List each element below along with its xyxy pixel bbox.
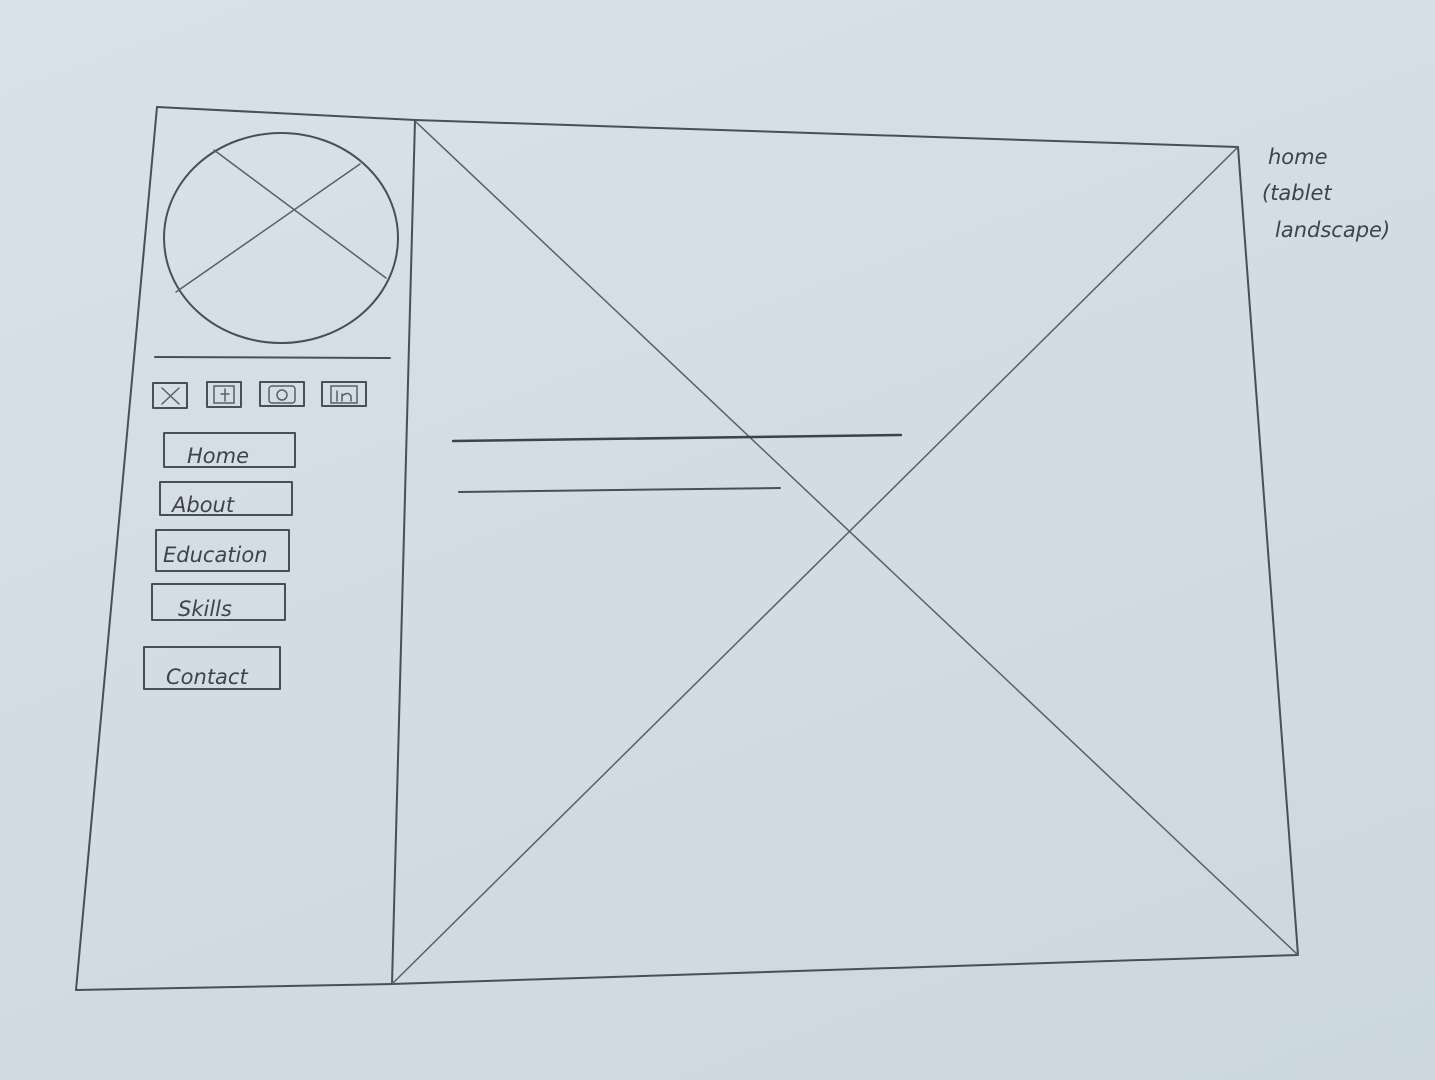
avatar [163, 132, 399, 344]
sidebar-divider [391, 119, 416, 985]
annotation-line: (tablet [1262, 181, 1332, 205]
nav-item-label: Home [187, 444, 249, 468]
annotation-line: home [1268, 145, 1328, 169]
nav-item-contact[interactable]: Contact [143, 646, 281, 690]
nav-item-home[interactable]: Home [163, 432, 296, 468]
nav-item-label: Contact [166, 665, 248, 689]
hero-text [451, 433, 903, 493]
linkedin-icon[interactable] [321, 381, 367, 407]
nav-item-skills[interactable]: Skills [151, 583, 286, 621]
nav-item-education[interactable]: Education [155, 529, 290, 572]
sidebar: Home About Education Skills Contact [143, 132, 399, 690]
headline-line [451, 433, 903, 443]
nav-item-about[interactable]: About [159, 481, 293, 517]
nav-item-label: Skills [178, 597, 232, 621]
hero-image [391, 121, 1299, 985]
instagram-icon[interactable] [259, 381, 305, 407]
social-icons [152, 381, 367, 409]
x-icon[interactable] [152, 382, 188, 409]
subtitle-line [458, 487, 781, 493]
avatar-separator [154, 356, 391, 359]
nav-item-label: About [170, 493, 235, 517]
nav-menu: Home About Education Skills Contact [143, 432, 296, 690]
annotation-line: landscape) [1275, 218, 1390, 242]
annotation: home (tablet landscape) [1262, 145, 1390, 242]
facebook-icon[interactable] [206, 381, 242, 408]
nav-item-label: Education [163, 543, 268, 567]
